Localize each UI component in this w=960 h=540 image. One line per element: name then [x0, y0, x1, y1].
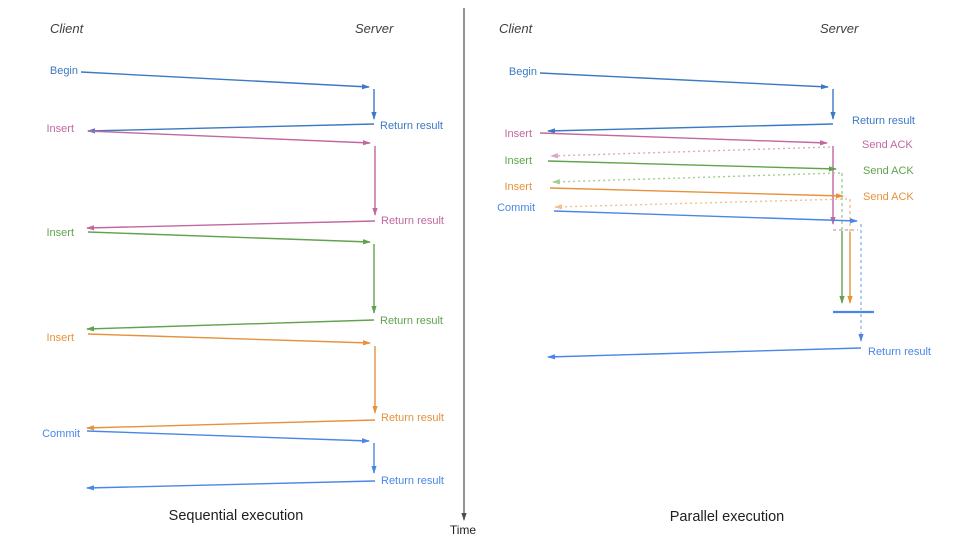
seq-insert3-return — [86, 419, 376, 431]
par-begin-return — [547, 123, 834, 134]
par-commit-return-label: Return result — [868, 346, 931, 358]
par-client-header: Client — [499, 21, 534, 36]
seq-insert1-request — [87, 130, 371, 146]
par-begin-label: Begin — [509, 66, 537, 78]
par-insert1-request — [539, 132, 828, 146]
seq-insert3-return-label: Return result — [381, 412, 444, 424]
seq-insert2-request — [87, 231, 371, 245]
par-insert1-ack — [550, 146, 831, 159]
seq-insert3-request — [87, 333, 371, 346]
texts-layer: Client Server Client Server Sequential execu… — [42, 21, 931, 537]
seq-commit-return — [86, 480, 376, 491]
par-insert1-ack-label: Send ACK — [862, 139, 913, 151]
par-insert2-request — [547, 160, 837, 172]
par-begin-request — [539, 72, 829, 90]
seq-insert2-return-label: Return result — [380, 315, 443, 327]
seq-commit-label: Commit — [42, 428, 80, 440]
par-insert3-label: Insert — [504, 181, 532, 193]
seq-client-header: Client — [50, 21, 85, 36]
seq-insert1-label: Insert — [46, 123, 74, 135]
par-insert2-ack — [552, 172, 841, 185]
par-server-header: Server — [820, 21, 859, 36]
par-commit-return — [547, 347, 862, 360]
seq-begin-request — [80, 71, 370, 90]
seq-insert1-return — [86, 220, 376, 231]
seq-insert1-return-label: Return result — [381, 215, 444, 227]
seq-server-header: Server — [355, 21, 394, 36]
time-axis-label: Time — [450, 523, 477, 537]
seq-insert2-return — [86, 319, 375, 332]
seq-commit-request — [86, 430, 370, 444]
par-begin-return-label: Return result — [852, 115, 915, 127]
seq-insert3-label: Insert — [46, 332, 74, 344]
seq-insert2-label: Insert — [46, 227, 74, 239]
par-insert3-request — [549, 187, 844, 199]
par-insert1-label: Insert — [504, 128, 532, 140]
seq-begin-return — [87, 123, 375, 134]
par-commit-request — [553, 210, 858, 224]
par-insert3-ack — [554, 198, 848, 210]
par-commit-label: Commit — [497, 202, 535, 214]
lines-layer — [80, 8, 874, 521]
seq-caption: Sequential execution — [169, 508, 304, 524]
par-insert2-label: Insert — [504, 155, 532, 167]
par-insert3-ack-label: Send ACK — [863, 191, 914, 203]
par-insert2-ack-label: Send ACK — [863, 165, 914, 177]
seq-begin-label: Begin — [50, 65, 78, 77]
par-caption: Parallel execution — [670, 509, 784, 525]
seq-commit-return-label: Return result — [381, 475, 444, 487]
seq-begin-return-label: Return result — [380, 120, 443, 132]
